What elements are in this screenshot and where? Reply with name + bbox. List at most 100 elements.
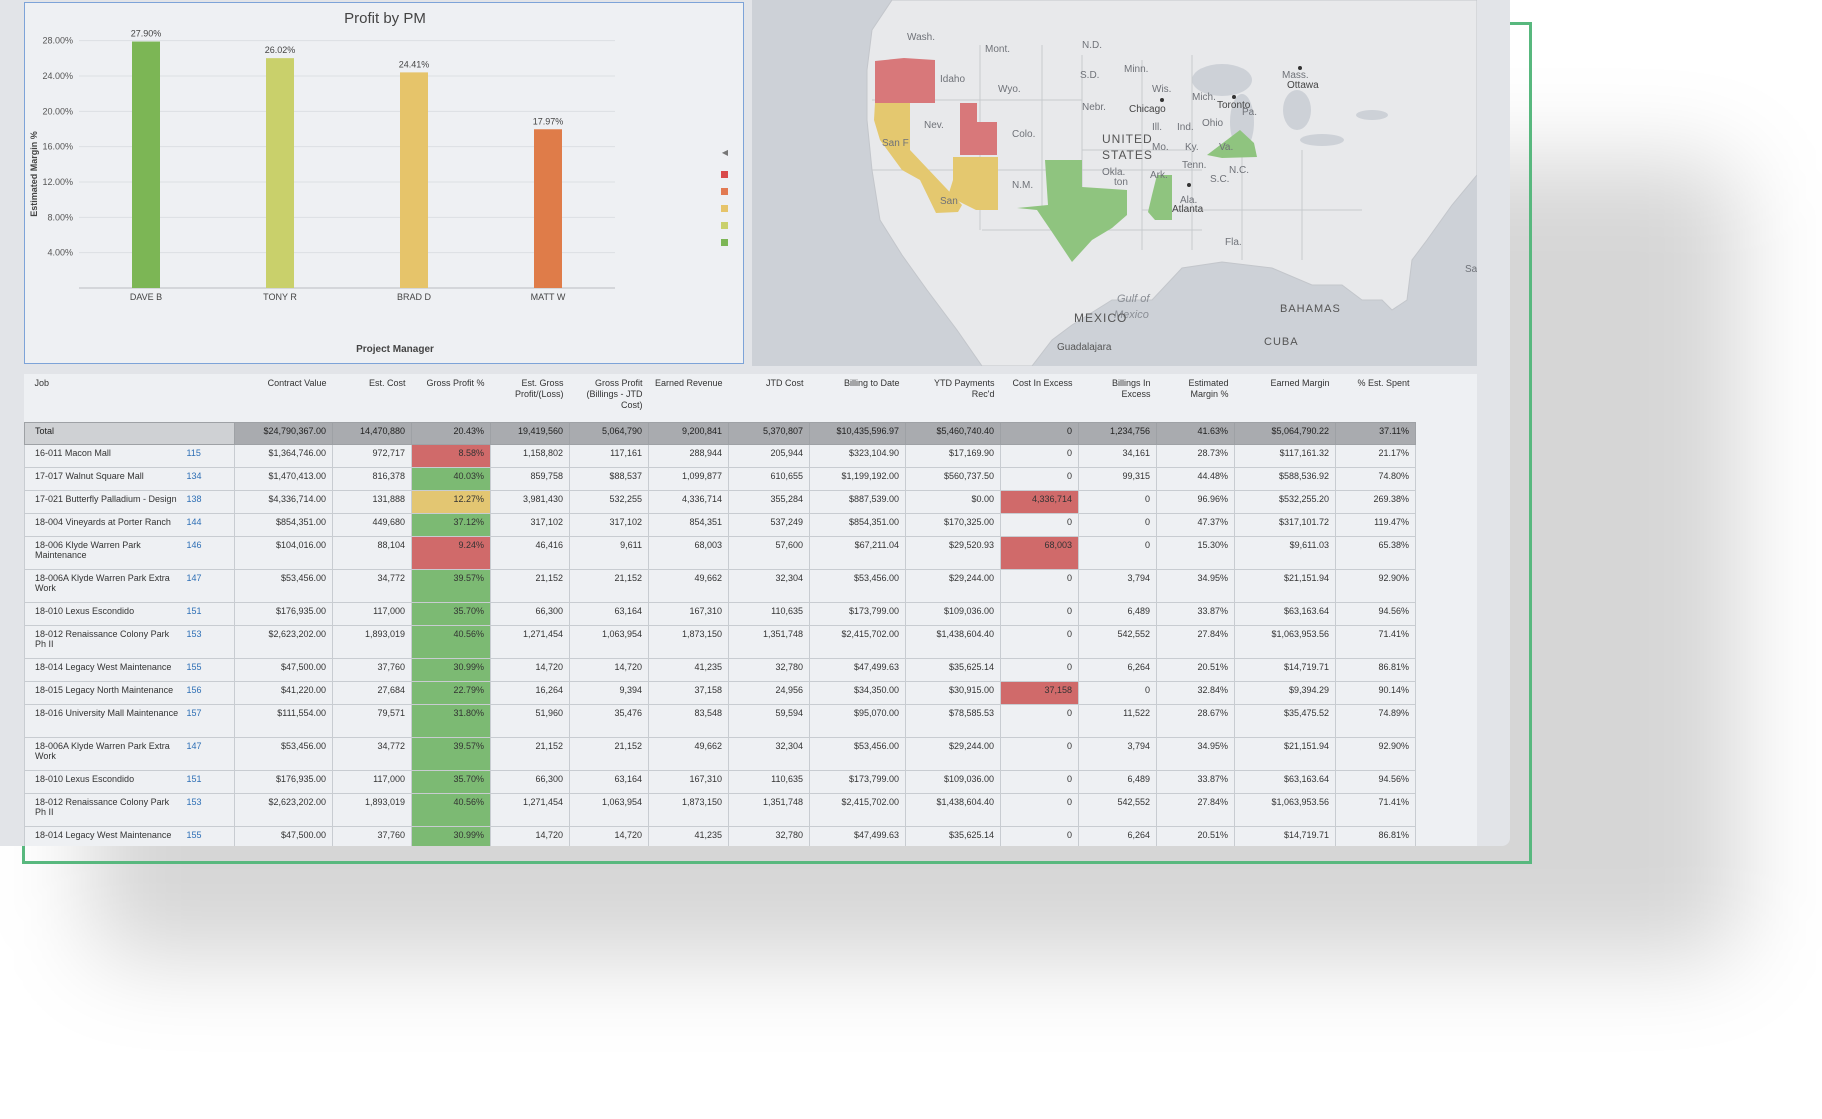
column-header[interactable]: Estimated Margin % — [1188, 378, 1229, 399]
legend-collapse-icon[interactable]: ◀ — [722, 148, 729, 157]
table-cell: 66,300 — [490, 602, 570, 626]
job-id-link[interactable]: 155 — [184, 658, 235, 682]
state-utah[interactable] — [960, 103, 997, 155]
table-row[interactable]: 18-004 Vineyards at Porter Ranch 144 $854,… — [24, 513, 1416, 537]
column-header[interactable]: Contract Value — [267, 378, 327, 388]
map-label-mass: Mass. — [1282, 70, 1309, 81]
state-mississippi[interactable] — [1148, 175, 1172, 220]
table-cell: 1,099,877 — [648, 467, 729, 491]
table-row[interactable]: 18-016 University Mall Maintenance 157 $11… — [24, 704, 1416, 738]
job-name: 18-006A Klyde Warren Park Extra Work — [24, 569, 185, 603]
job-id-link[interactable]: 151 — [184, 602, 235, 626]
job-id-link[interactable]: 144 — [184, 513, 235, 537]
gross-profit-cell: 39.57% — [411, 737, 491, 771]
table-row[interactable]: 18-012 Renaissance Colony Park Ph II 153 $… — [24, 625, 1416, 659]
column-header[interactable]: YTD Payments Rec'd — [933, 378, 995, 399]
job-id-link[interactable]: 153 — [184, 793, 235, 827]
job-id-link[interactable]: 153 — [184, 625, 235, 659]
table-cell: 63,164 — [569, 602, 649, 626]
table-row[interactable]: 18-006 Klyde Warren Park Maintenance 146 $… — [24, 536, 1416, 570]
state-oregon[interactable] — [875, 58, 935, 103]
job-table-container[interactable]: Job Contract Value Est. Cost Gross Profit %… — [24, 374, 1477, 846]
job-id-link[interactable]: 155 — [184, 826, 235, 846]
table-cell: 21,152 — [490, 737, 570, 771]
legend-swatch[interactable] — [721, 171, 728, 178]
legend-swatch[interactable] — [721, 205, 728, 212]
gross-profit-cell: 30.99% — [411, 826, 491, 846]
column-header[interactable]: Est. Cost — [368, 378, 406, 388]
column-header[interactable]: Est. Gross Profit/(Loss) — [514, 378, 564, 399]
gross-profit-cell: 39.57% — [411, 569, 491, 603]
total-cell: 14,470,880 — [332, 422, 412, 445]
legend-swatch[interactable] — [721, 222, 728, 229]
table-row[interactable]: 18-010 Lexus Escondido 151 $176,935.00 117,… — [24, 602, 1416, 626]
map-label-ill: Ill. — [1152, 122, 1162, 133]
table-cell: 117,000 — [332, 770, 412, 794]
job-id-link[interactable]: 146 — [184, 536, 235, 570]
table-cell: 3,794 — [1078, 569, 1157, 603]
table-cell: 49,662 — [648, 737, 729, 771]
table-cell: $41,220.00 — [234, 681, 333, 705]
bar[interactable] — [534, 129, 562, 288]
column-header[interactable]: Earned Margin — [1270, 378, 1330, 388]
table-row[interactable]: 18-010 Lexus Escondido 151 $176,935.00 117,… — [24, 770, 1416, 794]
job-id-link[interactable]: 156 — [184, 681, 235, 705]
table-cell: $0.00 — [905, 490, 1001, 514]
table-cell: 167,310 — [648, 770, 729, 794]
job-name: 17-021 Butterfly Palladium - Design — [24, 490, 185, 514]
us-map[interactable]: Wash. Mont. N.D. S.D. Idaho Wyo. Nebr. N… — [752, 0, 1477, 366]
table-cell: 34.95% — [1156, 737, 1235, 771]
job-id-link[interactable]: 134 — [184, 467, 235, 491]
job-id-link[interactable]: 147 — [184, 569, 235, 603]
column-header[interactable]: % Est. Spent — [1357, 378, 1410, 388]
table-row[interactable]: 18-006A Klyde Warren Park Extra Work 147 $… — [24, 569, 1416, 603]
legend-swatch[interactable] — [721, 188, 728, 195]
table-cell: 1,271,454 — [490, 793, 570, 827]
column-header[interactable]: Billing to Date — [843, 378, 900, 388]
table-row[interactable]: 17-017 Walnut Square Mall 134 $1,470,413.0… — [24, 467, 1416, 491]
map-view[interactable]: Wash. Mont. N.D. S.D. Idaho Wyo. Nebr. N… — [752, 0, 1477, 366]
job-id-link[interactable]: 138 — [184, 490, 235, 514]
column-header[interactable]: Job — [34, 378, 50, 388]
city-dot-toronto — [1232, 95, 1236, 99]
job-id-link[interactable]: 115 — [184, 444, 235, 468]
table-row[interactable]: 16-011 Macon Mall 115 $1,364,746.00 972,717… — [24, 444, 1416, 468]
map-label-minn: Minn. — [1124, 64, 1148, 75]
bar[interactable] — [266, 58, 294, 289]
table-cell: 94.56% — [1335, 602, 1416, 626]
x-tick-label: BRAD D — [397, 292, 432, 302]
table-cell: $4,336,714.00 — [234, 490, 333, 514]
table-row[interactable]: 18-015 Legacy North Maintenance 156 $41,22… — [24, 681, 1416, 705]
table-cell: 1,893,019 — [332, 625, 412, 659]
map-label-ind: Ind. — [1177, 122, 1194, 133]
table-row[interactable]: 18-006A Klyde Warren Park Extra Work 147 $… — [24, 737, 1416, 771]
legend-swatch[interactable] — [721, 239, 728, 246]
column-header[interactable]: Gross Profit % — [426, 378, 485, 388]
job-name: 16-011 Macon Mall — [24, 444, 185, 468]
bar[interactable] — [132, 41, 160, 288]
table-cell: 27,684 — [332, 681, 412, 705]
column-header[interactable]: Gross Profit (Billings - JTD Cost) — [586, 378, 643, 410]
column-header[interactable]: Earned Revenue — [654, 378, 723, 388]
state-arizona[interactable] — [948, 157, 998, 210]
table-cell: 0 — [1078, 681, 1157, 705]
state-virginia[interactable] — [1207, 130, 1257, 158]
table-cell: 46,416 — [490, 536, 570, 570]
column-header[interactable]: Cost In Excess — [1012, 378, 1073, 388]
state-california[interactable] — [874, 103, 962, 213]
job-id-link[interactable]: 151 — [184, 770, 235, 794]
table-row[interactable]: 17-021 Butterfly Palladium - Design 138 $4… — [24, 490, 1416, 514]
state-texas[interactable] — [1017, 160, 1127, 262]
table-cell: 449,680 — [332, 513, 412, 537]
job-id-link[interactable]: 157 — [184, 704, 235, 738]
column-header[interactable]: JTD Cost — [765, 378, 804, 388]
column-header[interactable] — [185, 374, 235, 423]
bar[interactable] — [400, 72, 428, 289]
table-row[interactable]: 18-014 Legacy West Maintenance 155 $47,500… — [24, 826, 1416, 846]
column-header[interactable]: Billings In Excess — [1111, 378, 1151, 399]
table-row[interactable]: 18-014 Legacy West Maintenance 155 $47,500… — [24, 658, 1416, 682]
gross-profit-cell: 22.79% — [411, 681, 491, 705]
map-label-toronto: Toronto — [1217, 100, 1251, 111]
table-row[interactable]: 18-012 Renaissance Colony Park Ph II 153 $… — [24, 793, 1416, 827]
job-id-link[interactable]: 147 — [184, 737, 235, 771]
